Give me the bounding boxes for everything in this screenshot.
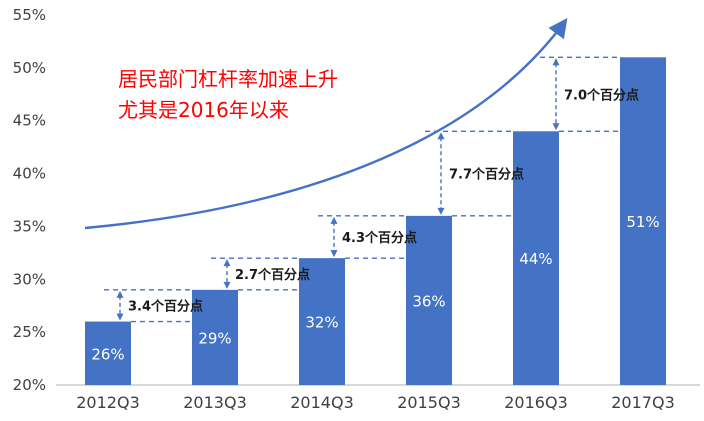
diff-arrowhead-up — [552, 58, 560, 66]
y-tick-label: 35% — [13, 217, 46, 235]
diff-arrowhead-up — [437, 132, 445, 140]
diff-arrowhead-down — [437, 207, 445, 215]
x-category-label: 2014Q3 — [290, 393, 354, 412]
diff-annotation-5: 7.0个百分点 — [540, 56, 639, 132]
diff-label: 3.4个百分点 — [128, 299, 203, 315]
bar-value-label: 44% — [519, 250, 552, 268]
diff-label: 7.7个百分点 — [449, 167, 524, 183]
diff-arrowhead-down — [552, 123, 560, 131]
bar-value-label: 26% — [91, 345, 124, 363]
x-category-label: 2015Q3 — [397, 393, 461, 412]
diff-label: 2.7个百分点 — [235, 267, 310, 283]
diff-arrowhead-up — [116, 290, 124, 298]
diff-annotation-1: 3.4个百分点 — [104, 289, 203, 323]
diff-arrowhead-down — [116, 313, 124, 321]
diff-arrowhead-down — [223, 281, 231, 289]
y-tick-label: 40% — [13, 165, 46, 183]
bar-value-label: 51% — [626, 213, 659, 231]
y-tick-label: 20% — [13, 376, 46, 394]
bar-value-label: 32% — [305, 314, 338, 332]
y-tick-label: 45% — [13, 112, 46, 130]
x-category-label: 2016Q3 — [504, 393, 568, 412]
bar-2013Q3 — [192, 289, 238, 385]
diff-annotation-4: 7.7个百分点 — [425, 130, 524, 217]
bar-2012Q3 — [85, 321, 131, 385]
x-category-label: 2012Q3 — [76, 393, 140, 412]
bar-2015Q3 — [406, 215, 452, 385]
y-tick-label: 50% — [13, 59, 46, 77]
x-category-label: 2013Q3 — [183, 393, 247, 412]
y-tick-label: 30% — [13, 270, 46, 288]
diff-arrowhead-up — [223, 259, 231, 267]
diff-arrowhead-up — [330, 216, 338, 224]
diff-label: 7.0个百分点 — [564, 87, 639, 103]
trend-curve-arrow — [84, 18, 568, 230]
bar-2014Q3 — [299, 258, 345, 385]
diff-annotation-3: 4.3个百分点 — [318, 215, 417, 259]
y-tick-label: 55% — [13, 6, 46, 24]
bar-value-label: 36% — [412, 292, 445, 310]
bar-2017Q3 — [620, 57, 666, 386]
bar-2016Q3 — [513, 131, 559, 385]
diff-label: 4.3个百分点 — [342, 230, 417, 246]
bar-value-label: 29% — [198, 329, 231, 347]
diff-arrowhead-down — [330, 250, 338, 258]
x-category-label: 2017Q3 — [611, 393, 675, 412]
y-tick-label: 25% — [13, 323, 46, 341]
diff-annotation-2: 2.7个百分点 — [211, 257, 310, 291]
